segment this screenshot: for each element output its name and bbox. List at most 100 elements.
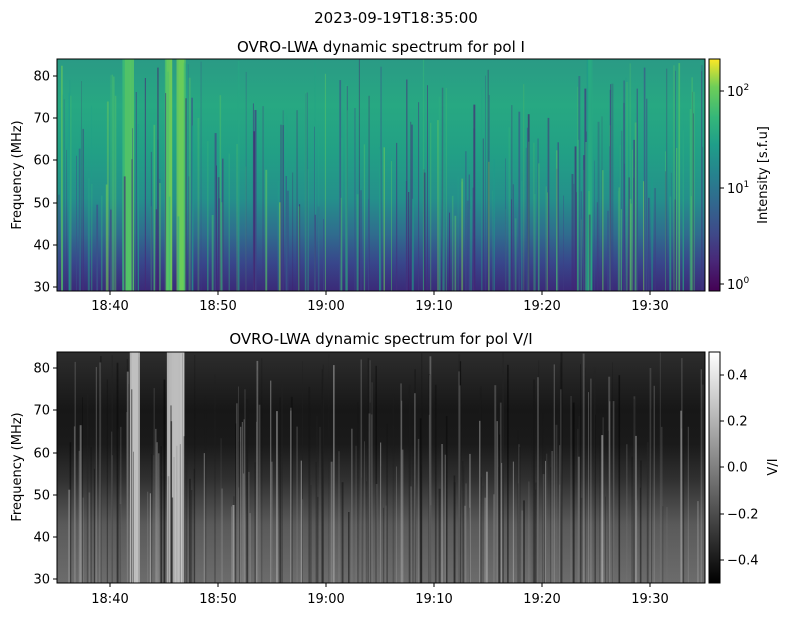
spectrum-streak (177, 216, 180, 291)
spectrum-streak (305, 93, 306, 291)
spectrum-streak (383, 147, 385, 291)
spectrum-streak (469, 453, 471, 583)
spectrum-streak (414, 393, 416, 583)
spectrum-streak (249, 513, 251, 583)
pol-vi-y-axis: Frequency (MHz) 30 40 50 60 70 80 (10, 362, 57, 588)
spectrum-streak (574, 146, 577, 291)
spectrum-streak (270, 461, 273, 583)
spectrum-streak (360, 359, 362, 583)
spectrum-streak (505, 209, 507, 291)
spectrum-streak (408, 384, 411, 583)
pol-vi-heatmap (57, 352, 705, 583)
spectrum-streak (458, 354, 461, 583)
spectrum-streak (542, 413, 544, 583)
spectrum-streak (570, 396, 572, 583)
spectrum-streak (189, 478, 191, 583)
spectrum-streak (401, 449, 404, 583)
pol-i-ytick: 40 (33, 239, 57, 254)
spectrum-streak (356, 194, 359, 291)
spectrum-streak (690, 196, 692, 291)
spectrum-streak (687, 426, 689, 583)
spectrum-streak (279, 202, 281, 291)
pol-vi-xtick: 19:30 (631, 583, 669, 607)
spectrum-streak (319, 426, 321, 583)
pol-vi-y-ticks: 30 40 50 60 70 80 (33, 362, 57, 588)
spectrum-streak (649, 368, 652, 583)
spectrum-streak (171, 497, 174, 583)
spectrum-streak (316, 415, 318, 583)
burst-band (124, 59, 134, 291)
spectrum-streak (646, 98, 648, 291)
pol-i-ytick-label: 50 (33, 197, 50, 212)
spectrum-streak (442, 106, 444, 291)
pol-vi-y-axis-label: Frequency (MHz) (10, 412, 25, 521)
spectrum-streak (571, 174, 574, 291)
spectrum-streak (401, 400, 403, 583)
spectrum-streak (445, 416, 448, 583)
pol-i-y-axis: Frequency (MHz) 30 40 50 60 70 80 (10, 70, 57, 296)
spectrum-streak (523, 84, 525, 291)
pol-vi-ytick: 70 (33, 404, 57, 419)
spectrum-streak (481, 86, 483, 291)
spectrum-streak (380, 66, 382, 291)
spectrum-streak (464, 505, 466, 583)
pol-vi-colorbar-tick-label: −0.4 (727, 554, 759, 569)
spectrum-streak (238, 487, 240, 583)
spectrum-streak (220, 438, 222, 583)
spectrum-streak (91, 105, 92, 291)
spectrum-streak (527, 141, 530, 291)
spectrum-streak (588, 392, 589, 583)
spectrum-streak (480, 476, 482, 583)
spectrum-streak (626, 444, 628, 583)
spectrum-streak (578, 76, 581, 291)
spectrum-streak (69, 442, 72, 583)
spectrum-streak (382, 507, 385, 583)
spectrum-streak (486, 471, 488, 583)
spectrum-streak (153, 455, 155, 583)
spectrum-streak (496, 421, 498, 583)
pol-i-colorbar-gradient (708, 58, 721, 292)
spectrum-streak (221, 202, 223, 291)
spectrum-streak (470, 196, 472, 291)
spectrum-streak (308, 386, 311, 583)
pol-vi-xtick: 19:20 (523, 583, 561, 607)
spectrum-streak (290, 407, 292, 583)
spectrum-streak (518, 444, 520, 583)
pol-vi-ytick-label: 50 (33, 489, 50, 504)
spectrum-streak (419, 418, 422, 583)
spectrum-streak (499, 402, 502, 583)
pol-vi-ytick-label: 60 (33, 447, 50, 462)
spectrum-streak (76, 155, 77, 291)
spectrum-streak (193, 468, 195, 583)
spectrum-streak (307, 169, 309, 291)
spectrum-streak (276, 411, 278, 583)
spectrum-streak (498, 467, 500, 583)
spectrum-streak (168, 196, 171, 291)
spectrum-streak (577, 456, 580, 583)
spectrum-streak (675, 148, 678, 291)
figure-suptitle: 2023-09-19T18:35:00 (314, 9, 478, 27)
spectrum-streak (578, 415, 581, 583)
spectrum-streak (639, 487, 641, 583)
spectrum-streak (315, 462, 317, 583)
spectrum-streak (514, 218, 517, 291)
pol-vi-colorbar-tick-label: 0.4 (727, 369, 748, 384)
pol-i-ytick-label: 30 (33, 281, 50, 296)
spectrum-streak (222, 158, 224, 291)
spectrum-streak (150, 151, 152, 291)
spectrum-streak (292, 172, 294, 291)
spectrum-streak (521, 180, 523, 291)
spectrum-streak (527, 114, 530, 291)
spectrum-streak (254, 110, 257, 291)
spectrum-streak (306, 92, 308, 291)
spectrum-streak (441, 87, 444, 291)
spectrum-streak (358, 59, 360, 291)
spectrum-streak (106, 101, 109, 291)
spectrum-streak (366, 481, 367, 583)
spectrum-streak (528, 481, 530, 583)
spectrum-streak (473, 104, 476, 291)
spectrum-streak (236, 144, 238, 291)
spectrum-streak (368, 413, 371, 583)
spectrum-streak (391, 161, 392, 291)
spectrum-streak (612, 401, 615, 583)
